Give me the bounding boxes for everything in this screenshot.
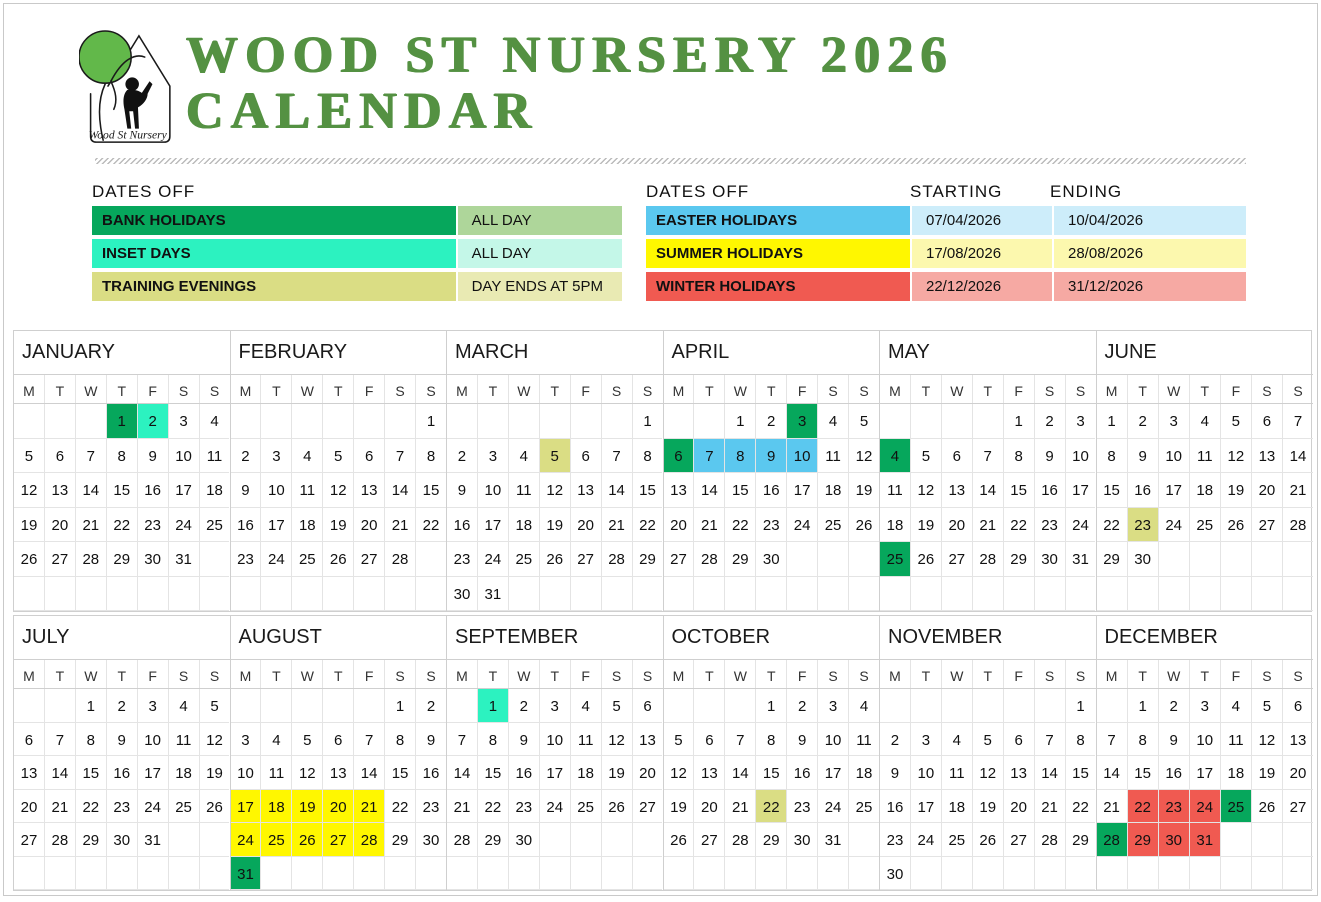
svg-text:Wood St Nursery: Wood St Nursery xyxy=(89,128,168,141)
